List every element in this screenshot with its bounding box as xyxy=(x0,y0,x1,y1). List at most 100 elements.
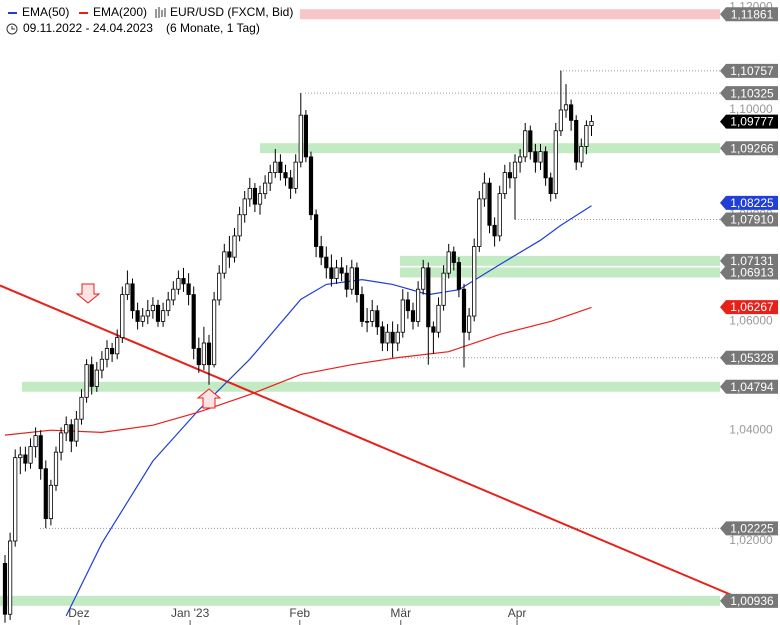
legend-label: EMA(200) xyxy=(93,5,147,19)
level-band xyxy=(400,255,720,266)
candle-body xyxy=(380,326,385,344)
candle-body xyxy=(298,114,303,163)
candle-body xyxy=(293,161,298,189)
candle-body xyxy=(533,151,538,163)
chart-title: EUR/USD (FXCM, Bid) xyxy=(170,5,293,19)
candle-body xyxy=(64,424,69,434)
candle-body xyxy=(99,358,104,371)
candle-body xyxy=(69,424,74,442)
candle-body xyxy=(176,278,181,290)
price-label-box xyxy=(720,114,778,129)
candle-body xyxy=(145,310,150,317)
candle-body xyxy=(512,161,518,179)
candle-body xyxy=(359,294,365,322)
date-range: 09.11.2022 - 24.04.2023 xyxy=(23,21,153,35)
candle-body xyxy=(206,342,212,366)
candle-body xyxy=(528,130,533,153)
candle-body xyxy=(7,540,13,615)
candle-body xyxy=(426,267,431,328)
candle-body xyxy=(370,310,375,322)
price-label-box xyxy=(720,521,778,536)
candle-body xyxy=(237,214,242,237)
candle-body xyxy=(436,304,441,333)
candle-body xyxy=(262,182,268,195)
candle-body xyxy=(319,246,324,258)
candle-body xyxy=(563,104,569,111)
candle-body xyxy=(523,130,528,158)
candle-body xyxy=(329,267,334,279)
legend-background xyxy=(0,4,300,42)
candle-body xyxy=(390,331,395,344)
candle-body xyxy=(53,451,59,486)
candle-body xyxy=(166,299,171,312)
candle-body xyxy=(543,151,548,179)
x-tick-label: Apr xyxy=(508,606,527,620)
candle-body xyxy=(482,182,487,200)
candle-body xyxy=(196,348,201,366)
candle-body xyxy=(191,294,196,349)
candle-body xyxy=(487,182,492,226)
candle-body xyxy=(472,246,477,317)
candle-body xyxy=(354,267,360,295)
candle-body xyxy=(518,156,523,163)
candle-body xyxy=(553,130,558,195)
candle-body xyxy=(201,342,206,366)
price-label-box xyxy=(720,7,778,22)
x-tick-label: Dez xyxy=(68,606,89,620)
candle-body xyxy=(395,331,400,344)
candle-body xyxy=(477,198,482,247)
price-label: 1,06267 xyxy=(730,300,774,314)
candle-body xyxy=(79,396,84,420)
price-label: 1,09266 xyxy=(730,141,774,155)
up-arrow xyxy=(196,388,222,409)
level-band xyxy=(400,267,720,278)
price-label-box xyxy=(720,379,778,394)
candle-body xyxy=(273,161,278,173)
candle-body xyxy=(155,304,161,322)
trend-line xyxy=(0,284,738,599)
candle-body xyxy=(349,267,354,290)
candle-body xyxy=(385,331,390,344)
candle-body xyxy=(589,121,594,126)
candle-body xyxy=(283,172,288,179)
price-label-box xyxy=(720,265,778,280)
price-label: 1,06913 xyxy=(730,266,774,280)
candle-body xyxy=(140,315,145,322)
candle-body xyxy=(135,310,140,322)
candle-body xyxy=(502,172,507,195)
candle-body xyxy=(257,193,263,205)
price-label: 1,02225 xyxy=(730,522,774,536)
candle-body xyxy=(334,267,339,279)
candle-body xyxy=(2,563,8,615)
candle-body xyxy=(211,299,217,366)
candle-body xyxy=(569,104,574,121)
candle-body xyxy=(181,278,186,285)
price-label: 1,07910 xyxy=(730,213,774,227)
candle-body xyxy=(84,364,89,398)
candle-body xyxy=(110,348,115,355)
candle-body xyxy=(461,288,467,333)
price-label: 1,10757 xyxy=(730,64,774,78)
candle-body xyxy=(227,251,232,258)
candle-body xyxy=(38,435,43,470)
y-tick-label: 1,04000 xyxy=(729,422,773,436)
candle-body xyxy=(150,304,155,312)
price-label: 1,05328 xyxy=(730,351,774,365)
price-label: 1,04794 xyxy=(730,380,774,394)
candle-body xyxy=(431,326,436,333)
candle-body xyxy=(89,364,94,387)
y-tick-label: 1,10000 xyxy=(729,102,773,116)
price-label-box xyxy=(720,86,778,101)
candle-body xyxy=(548,177,553,195)
candle-body xyxy=(115,337,120,355)
candle-body xyxy=(186,283,191,295)
candle-body xyxy=(324,256,329,269)
price-label: 1,11861 xyxy=(731,7,774,21)
down-arrow xyxy=(75,283,101,304)
x-tick-label: Jan '23 xyxy=(171,606,210,620)
candle-body xyxy=(120,294,125,339)
candle-body xyxy=(579,146,584,163)
candle-body xyxy=(217,272,222,301)
candle-body xyxy=(268,172,273,184)
candle-body xyxy=(48,484,54,520)
